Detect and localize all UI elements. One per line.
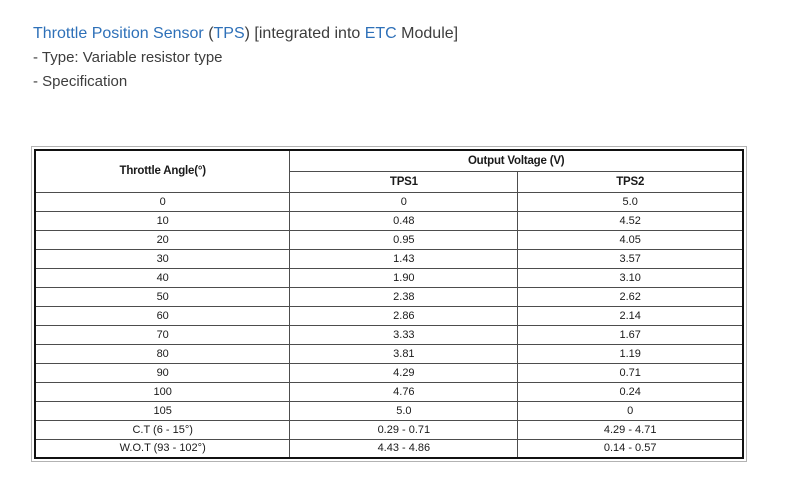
col-header-output-voltage: Output Voltage (V) [289, 149, 744, 172]
tps1-cell: 2.38 [289, 286, 519, 307]
table-row: 0 0 5.0 [34, 191, 744, 212]
tps2-cell: 0 [517, 400, 744, 421]
throttle-angle-cell: 30 [34, 248, 291, 269]
tps2-cell: 0.24 [517, 381, 744, 402]
throttle-angle-cell: 10 [34, 210, 291, 231]
title-link-tps[interactable]: TPS [213, 25, 245, 42]
throttle-angle-cell: 0 [34, 191, 291, 212]
tps2-cell: 3.57 [517, 248, 744, 269]
col-header-throttle-angle: Throttle Angle(°) [34, 149, 291, 193]
table-row: 10 0.48 4.52 [34, 210, 744, 231]
tps2-cell: 2.14 [517, 305, 744, 326]
tps2-cell: 0.14 - 0.57 [517, 438, 744, 459]
table-row: C.T (6 - 15°) 0.29 - 0.71 4.29 - 4.71 [34, 419, 744, 440]
spec-table-container: Throttle Angle(°) Output Voltage (V) TPS… [31, 146, 747, 462]
title-text-segment: ) [integrated into [244, 25, 365, 42]
tps1-cell: 0.95 [289, 229, 519, 250]
throttle-angle-cell: W.O.T (93 - 102°) [34, 438, 291, 459]
throttle-angle-cell: 90 [34, 362, 291, 383]
table-row: 70 3.33 1.67 [34, 324, 744, 345]
throttle-angle-cell: 40 [34, 267, 291, 288]
table-row: 30 1.43 3.57 [34, 248, 744, 269]
throttle-angle-cell: 105 [34, 400, 291, 421]
tps2-cell: 4.05 [517, 229, 744, 250]
tps2-cell: 4.52 [517, 210, 744, 231]
tps2-cell: 4.29 - 4.71 [517, 419, 744, 440]
tps1-cell: 3.81 [289, 343, 519, 364]
table-row: 100 4.76 0.24 [34, 381, 744, 402]
title-text-segment: Module] [396, 25, 459, 42]
tps2-cell: 2.62 [517, 286, 744, 307]
tps2-cell: 1.67 [517, 324, 744, 345]
spec-table-body: 0 0 5.0 10 0.48 4.52 20 0.95 4.05 30 1.43 3.57 40 1.9… [34, 191, 744, 459]
tps1-cell: 4.43 - 4.86 [289, 438, 519, 459]
throttle-angle-cell: 80 [34, 343, 291, 364]
spec-table-header: Throttle Angle(°) Output Voltage (V) TPS… [34, 149, 744, 193]
col-header-tps1: TPS1 [289, 170, 519, 193]
tps1-cell: 2.86 [289, 305, 519, 326]
title-link-etc[interactable]: ETC [364, 25, 397, 42]
tps2-cell: 5.0 [517, 191, 744, 212]
table-row: 105 5.0 0 [34, 400, 744, 421]
type-line: - Type: Variable resistor type [33, 49, 223, 66]
table-row: 80 3.81 1.19 [34, 343, 744, 364]
col-header-tps2: TPS2 [517, 170, 744, 193]
table-row: 60 2.86 2.14 [34, 305, 744, 326]
table-row: 40 1.90 3.10 [34, 267, 744, 288]
spec-table: Throttle Angle(°) Output Voltage (V) TPS… [34, 149, 744, 459]
tps1-cell: 1.43 [289, 248, 519, 269]
throttle-angle-cell: C.T (6 - 15°) [34, 419, 291, 440]
page-title: Throttle Position Sensor (TPS) [integrat… [33, 22, 798, 46]
tps1-cell: 0.48 [289, 210, 519, 231]
table-row: 90 4.29 0.71 [34, 362, 744, 383]
tps2-cell: 1.19 [517, 343, 744, 364]
throttle-angle-cell: 60 [34, 305, 291, 326]
tps1-cell: 0.29 - 0.71 [289, 419, 519, 440]
throttle-angle-cell: 50 [34, 286, 291, 307]
specification-line: - Specification [33, 73, 128, 90]
tps1-cell: 5.0 [289, 400, 519, 421]
tps1-cell: 1.90 [289, 267, 519, 288]
tps1-cell: 3.33 [289, 324, 519, 345]
throttle-angle-cell: 70 [34, 324, 291, 345]
table-row: W.O.T (93 - 102°) 4.43 - 4.86 0.14 - 0.57 [34, 438, 744, 459]
tps1-cell: 4.29 [289, 362, 519, 383]
header-row-1: Throttle Angle(°) Output Voltage (V) [34, 149, 744, 193]
throttle-angle-cell: 20 [34, 229, 291, 250]
table-row: 50 2.38 2.62 [34, 286, 744, 307]
tps1-cell: 4.76 [289, 381, 519, 402]
tps2-cell: 0.71 [517, 362, 744, 383]
tps1-cell: 0 [289, 191, 519, 212]
title-link-throttle-position-sensor[interactable]: Throttle Position Sensor [33, 25, 204, 42]
throttle-angle-cell: 100 [34, 381, 291, 402]
title-text-segment: ( [203, 25, 214, 42]
table-row: 20 0.95 4.05 [34, 229, 744, 250]
document-content: Throttle Position Sensor (TPS) [integrat… [31, 22, 798, 462]
tps2-cell: 3.10 [517, 267, 744, 288]
